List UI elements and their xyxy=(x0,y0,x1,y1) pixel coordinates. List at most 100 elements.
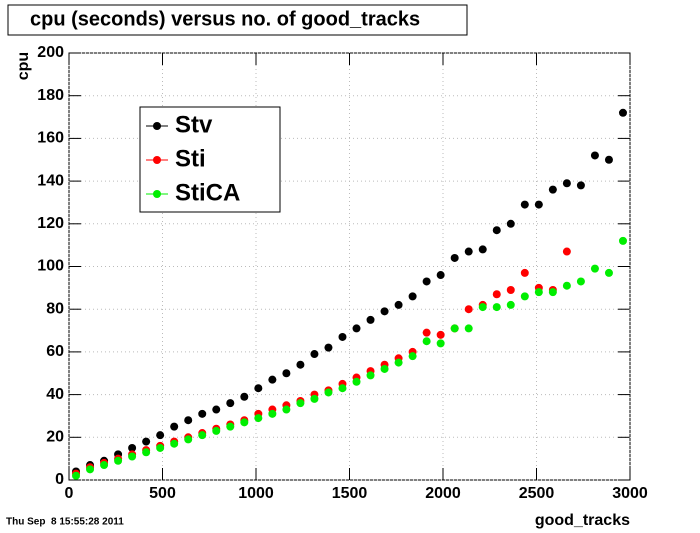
legend-marker xyxy=(153,190,161,198)
data-point xyxy=(268,375,277,384)
data-point xyxy=(422,337,431,346)
data-point xyxy=(436,339,445,348)
legend-label: Stv xyxy=(175,111,213,138)
chart-title: cpu (seconds) versus no. of good_tracks xyxy=(30,8,420,30)
data-point xyxy=(478,303,487,312)
data-point xyxy=(450,324,459,333)
y-tick-label: 80 xyxy=(46,300,64,317)
data-point xyxy=(408,352,417,361)
timestamp: Thu Sep 8 15:55:28 2011 xyxy=(6,517,124,528)
data-point xyxy=(324,343,333,352)
data-point xyxy=(520,292,529,301)
data-point xyxy=(338,332,347,341)
y-tick-label: 140 xyxy=(37,172,64,189)
data-point xyxy=(366,371,375,380)
data-point xyxy=(128,443,137,452)
data-point xyxy=(506,300,515,309)
data-point xyxy=(212,426,221,435)
legend-marker xyxy=(153,156,161,164)
data-point xyxy=(226,422,235,431)
data-point xyxy=(576,277,585,286)
data-point xyxy=(184,435,193,444)
data-point xyxy=(492,290,501,299)
data-point xyxy=(380,364,389,373)
data-point xyxy=(198,409,207,418)
x-tick-label: 0 xyxy=(65,485,74,502)
data-point xyxy=(408,292,417,301)
data-point xyxy=(296,360,305,369)
data-point xyxy=(562,281,571,290)
data-point xyxy=(184,416,193,425)
y-tick-label: 160 xyxy=(37,130,64,147)
data-point xyxy=(520,200,529,209)
data-point xyxy=(352,377,361,386)
data-point xyxy=(548,288,557,297)
x-tick-label: 2500 xyxy=(519,485,555,502)
data-point xyxy=(156,443,165,452)
x-tick-label: 3000 xyxy=(612,485,648,502)
data-point xyxy=(506,285,515,294)
data-point xyxy=(338,384,347,393)
data-point xyxy=(562,247,571,256)
data-point xyxy=(562,179,571,188)
data-point xyxy=(254,414,263,423)
data-point xyxy=(422,328,431,337)
data-point xyxy=(86,465,95,474)
data-point xyxy=(240,392,249,401)
y-tick-label: 200 xyxy=(37,44,64,61)
data-point xyxy=(352,324,361,333)
data-point xyxy=(436,330,445,339)
data-point xyxy=(422,277,431,286)
x-tick-label: 500 xyxy=(149,485,176,502)
data-point xyxy=(128,452,137,461)
y-tick-label: 20 xyxy=(46,429,64,446)
data-point xyxy=(114,456,123,465)
y-tick-label: 120 xyxy=(37,215,64,232)
y-axis-label: cpu xyxy=(15,52,32,80)
y-tick-label: 100 xyxy=(37,258,64,275)
data-point xyxy=(618,236,627,245)
data-point xyxy=(380,307,389,316)
data-point xyxy=(282,369,291,378)
data-point xyxy=(590,264,599,273)
legend-label: StiCA xyxy=(175,179,240,206)
x-tick-label: 1500 xyxy=(332,485,368,502)
data-point xyxy=(506,219,515,228)
data-point xyxy=(240,418,249,427)
y-tick-label: 0 xyxy=(55,471,64,488)
data-point xyxy=(254,384,263,393)
data-point xyxy=(310,350,319,359)
data-point xyxy=(282,405,291,414)
data-point xyxy=(268,409,277,418)
data-point xyxy=(492,226,501,235)
data-point xyxy=(590,151,599,160)
x-tick-label: 1000 xyxy=(238,485,274,502)
data-point xyxy=(576,181,585,190)
data-point xyxy=(478,245,487,254)
x-axis-label: good_tracks xyxy=(535,512,630,529)
legend-label: Sti xyxy=(175,145,206,172)
data-point xyxy=(170,439,179,448)
y-tick-label: 40 xyxy=(46,386,64,403)
data-point xyxy=(604,155,613,164)
data-point xyxy=(212,405,221,414)
data-point xyxy=(72,471,81,480)
data-point xyxy=(198,431,207,440)
data-point xyxy=(394,358,403,367)
data-point xyxy=(366,315,375,324)
y-tick-label: 180 xyxy=(37,87,64,104)
data-point xyxy=(604,268,613,277)
data-point xyxy=(296,399,305,408)
data-point xyxy=(464,247,473,256)
data-point xyxy=(548,185,557,194)
data-point xyxy=(618,108,627,117)
data-point xyxy=(324,388,333,397)
data-point xyxy=(226,399,235,408)
data-point xyxy=(534,200,543,209)
data-point xyxy=(450,253,459,262)
data-point xyxy=(310,394,319,403)
title-box xyxy=(7,4,468,36)
data-point xyxy=(534,288,543,297)
data-point xyxy=(100,461,109,470)
